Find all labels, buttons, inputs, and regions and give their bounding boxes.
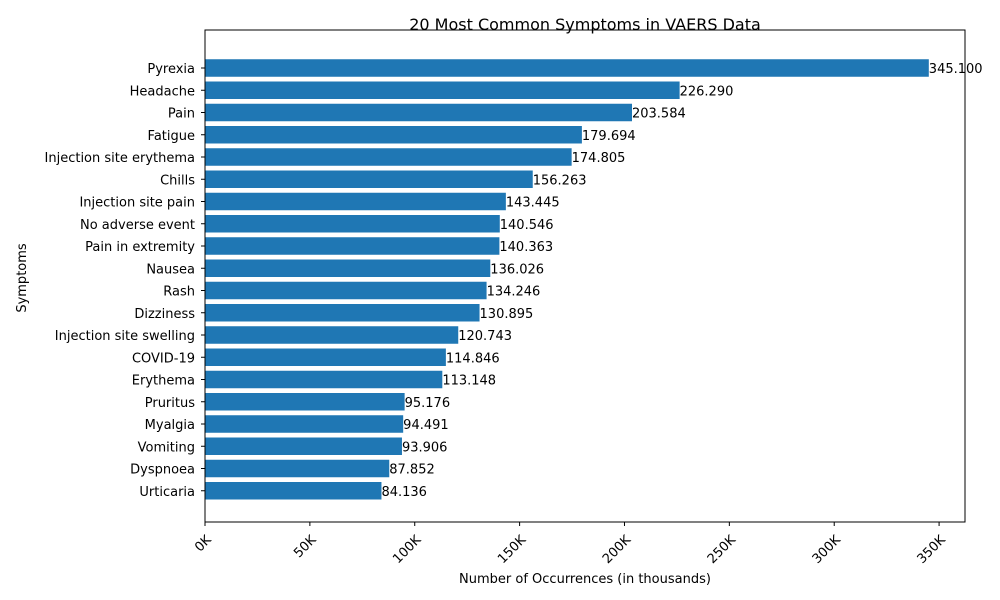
y-tick-label: Dizziness xyxy=(134,307,195,322)
value-label: 113.148 xyxy=(442,374,496,389)
bar-dyspnoea xyxy=(205,459,390,478)
y-tick-label: Rash xyxy=(163,285,195,300)
bar-covid-19 xyxy=(205,348,446,366)
y-tick-label: Myalgia xyxy=(145,418,195,433)
plot-frame xyxy=(204,29,966,523)
value-label: 143.445 xyxy=(506,196,560,211)
value-label: 140.363 xyxy=(499,240,553,255)
bar-injection-site-pain xyxy=(205,192,506,211)
bar-pain-in-extremity xyxy=(205,237,500,255)
value-label: 140.546 xyxy=(500,218,554,233)
x-tick-label: 350K xyxy=(915,532,950,567)
y-tick-label: Injection site swelling xyxy=(55,329,195,344)
value-label: 174.805 xyxy=(572,151,626,166)
y-tick-label: Injection site pain xyxy=(79,196,195,211)
bar-no-adverse-event xyxy=(205,215,500,233)
y-tick-label: Injection site erythema xyxy=(45,151,195,166)
value-label: 120.743 xyxy=(458,329,512,344)
bar-fatigue xyxy=(205,126,582,144)
value-label: 156.263 xyxy=(533,173,587,188)
bar-pruritus xyxy=(205,393,405,411)
value-label: 226.290 xyxy=(680,84,734,99)
bar-headache xyxy=(205,81,680,99)
x-tick-label: 250K xyxy=(705,532,740,567)
bar-pain xyxy=(205,103,632,122)
bar-chills xyxy=(205,170,533,188)
y-tick-label: Urticaria xyxy=(139,485,195,500)
value-label: 134.246 xyxy=(487,285,541,300)
chart-title: 20 Most Common Symptoms in VAERS Data xyxy=(409,15,761,34)
y-tick-label: Fatigue xyxy=(148,129,195,144)
y-tick-label: No adverse event xyxy=(80,218,195,233)
y-axis-label: Symptoms xyxy=(15,243,30,313)
value-label: 203.584 xyxy=(632,107,686,122)
y-tick-label: Pain xyxy=(168,107,195,122)
bar-nausea xyxy=(205,259,491,277)
bars-layer xyxy=(205,59,929,500)
y-tick-label: Erythema xyxy=(132,374,195,389)
y-tick-label: Pruritus xyxy=(145,396,195,411)
value-label: 130.895 xyxy=(480,307,534,322)
bar-pyrexia xyxy=(205,59,929,77)
y-tick-label: Vomiting xyxy=(138,440,195,455)
y-tick-label: Headache xyxy=(130,84,195,99)
bar-injection-site-swelling xyxy=(205,326,459,344)
value-label: 95.176 xyxy=(405,396,451,411)
x-tick-label: 100K xyxy=(390,532,425,567)
value-label: 136.026 xyxy=(490,262,544,277)
x-ticks-layer: 0K 50K 100K 150K 200K 250K 300K 350K xyxy=(192,522,949,567)
y-tick-label: Nausea xyxy=(146,262,195,277)
value-label: 93.906 xyxy=(402,440,448,455)
value-labels-layer: 345.100 226.290 203.584 179.694 174.805 156.2… xyxy=(381,62,982,500)
value-label: 345.100 xyxy=(929,62,983,77)
x-tick-label: 300K xyxy=(810,532,845,567)
bar-dizziness xyxy=(205,304,480,322)
x-tick-label: 150K xyxy=(495,532,530,567)
y-ticks-layer: Pyrexia Headache Pain Fatigue Injection site… xyxy=(45,62,205,500)
x-tick-label: 50K xyxy=(291,532,320,561)
y-tick-label: Pyrexia xyxy=(147,62,195,77)
y-tick-label: COVID-19 xyxy=(132,351,195,366)
bar-injection-site-erythema xyxy=(205,148,572,166)
y-tick-label: Dyspnoea xyxy=(130,463,195,478)
y-tick-label: Chills xyxy=(160,173,195,188)
x-tick-label: 200K xyxy=(600,532,635,567)
value-label: 87.852 xyxy=(389,463,435,478)
bar-vomiting xyxy=(205,437,402,455)
value-label: 84.136 xyxy=(381,485,427,500)
bar-myalgia xyxy=(205,415,404,433)
x-tick-label: 0K xyxy=(192,532,215,555)
bar-erythema xyxy=(205,370,443,389)
x-axis-label: Number of Occurrences (in thousands) xyxy=(459,572,711,587)
y-tick-label: Pain in extremity xyxy=(85,240,195,255)
value-label: 179.694 xyxy=(582,129,636,144)
value-label: 114.846 xyxy=(446,351,500,366)
value-label: 94.491 xyxy=(403,418,449,433)
bar-urticaria xyxy=(205,482,382,500)
bar-rash xyxy=(205,281,487,300)
